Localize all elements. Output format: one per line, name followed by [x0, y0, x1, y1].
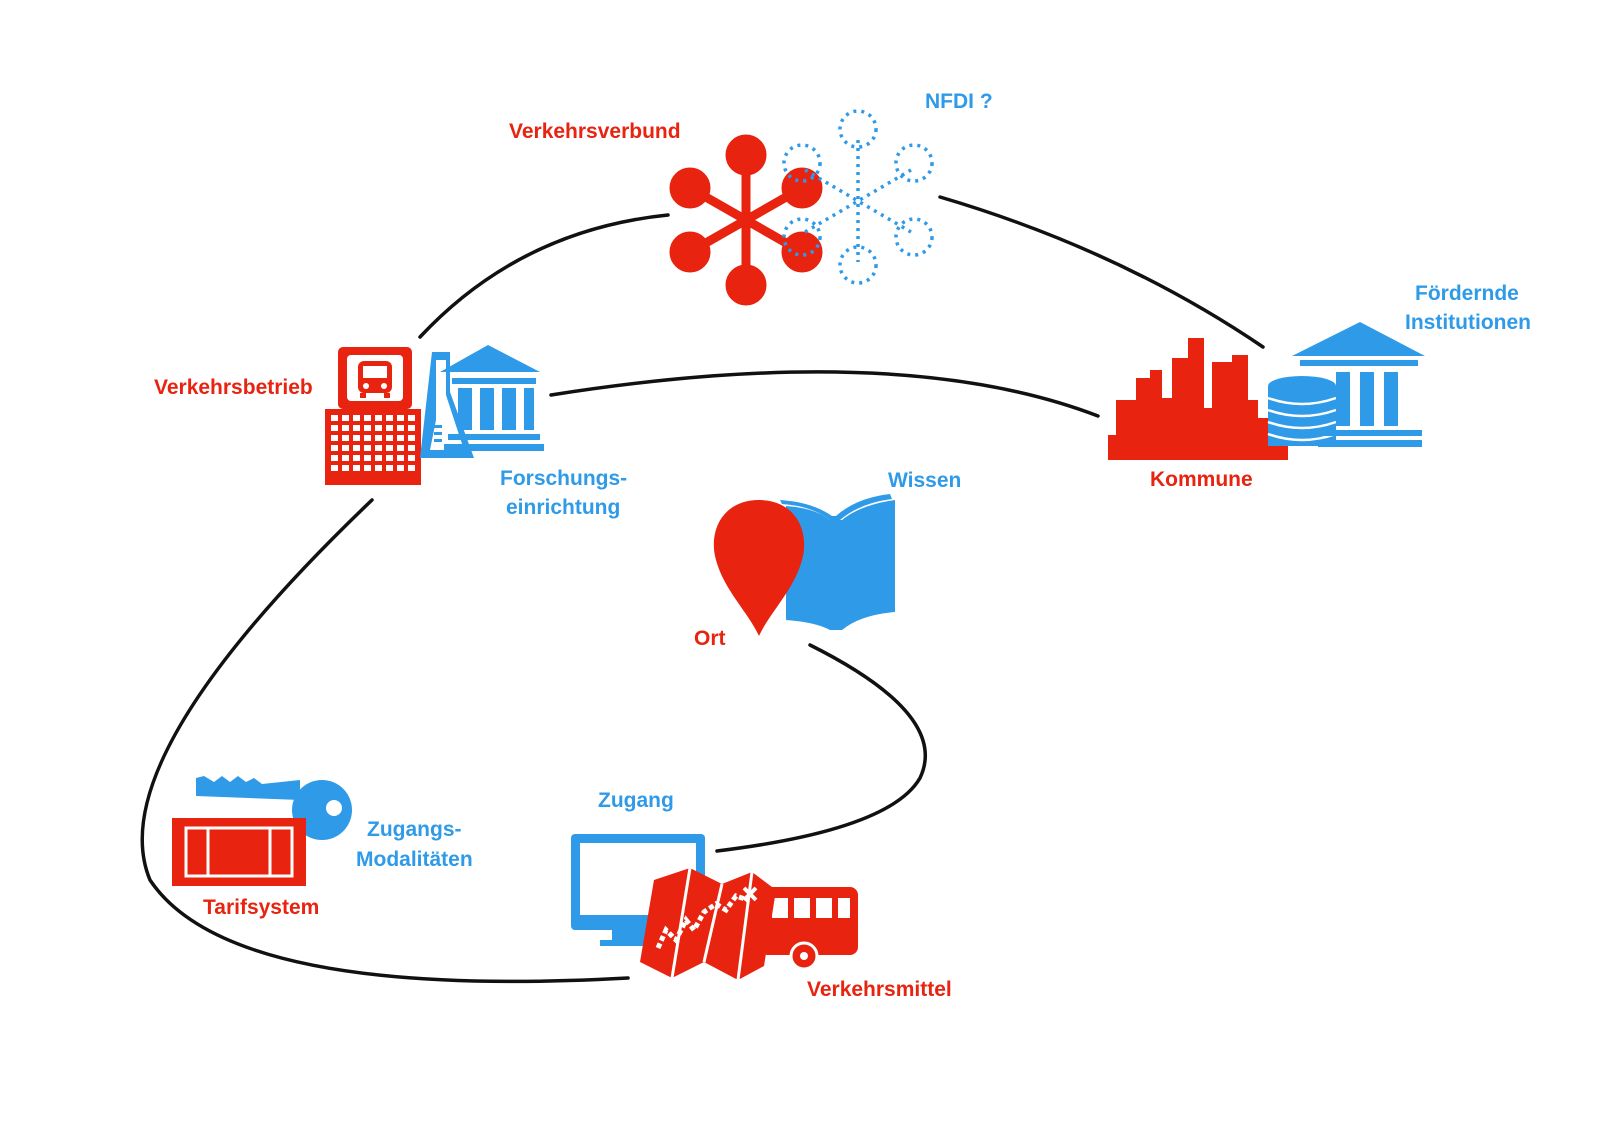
label-verkehrsverbund: Verkehrsverbund — [509, 120, 681, 143]
building-window — [364, 465, 371, 471]
line-verkehrsverbund-kommune — [938, 195, 1265, 349]
building-window — [353, 435, 360, 441]
building-window — [353, 455, 360, 461]
building-window — [386, 465, 393, 471]
ticket-icon — [172, 818, 306, 886]
building-window — [375, 455, 382, 461]
lab-flask-icon — [420, 352, 474, 458]
building-window — [331, 425, 338, 431]
building-window — [375, 435, 382, 441]
building-window — [386, 425, 393, 431]
building-window — [342, 435, 349, 441]
building-window — [375, 415, 382, 421]
building-window — [386, 445, 393, 451]
building-window — [375, 425, 382, 431]
building-window — [397, 465, 404, 471]
line-forschung-kommune — [549, 370, 1100, 418]
label-ort: Ort — [694, 627, 726, 650]
building-window — [408, 455, 415, 461]
building-window — [353, 425, 360, 431]
building-window — [331, 455, 338, 461]
label-forschung-line1: Forschungs- — [500, 467, 627, 490]
label-tarifsystem: Tarifsystem — [203, 896, 319, 919]
connector-lines — [140, 195, 1265, 984]
funding-institution-icon — [1292, 322, 1425, 447]
building-window — [408, 445, 415, 451]
label-nfdi: NFDI ? — [925, 90, 993, 113]
building-window — [386, 435, 393, 441]
building-window — [397, 415, 404, 421]
office-building-icon — [325, 409, 421, 485]
building-windows — [331, 415, 415, 471]
building-window — [342, 445, 349, 451]
label-verkehrsmittel: Verkehrsmittel — [807, 978, 952, 1001]
building-window — [342, 455, 349, 461]
label-foerdernde-line1: Fördernde — [1415, 282, 1519, 305]
building-window — [342, 425, 349, 431]
building-window — [408, 415, 415, 421]
building-window — [386, 455, 393, 461]
building-window — [375, 465, 382, 471]
label-zugangs-line2: Modalitäten — [356, 848, 473, 871]
label-kommune: Kommune — [1150, 468, 1253, 491]
label-forschung-line2: einrichtung — [506, 496, 620, 519]
building-window — [364, 445, 371, 451]
building-window — [353, 445, 360, 451]
building-window — [364, 425, 371, 431]
building-window — [331, 465, 338, 471]
building-window — [386, 415, 393, 421]
dotted-network-icon — [782, 109, 934, 285]
label-verkehrsbetrieb: Verkehrsbetrieb — [154, 376, 313, 399]
line-verkehrsbetrieb-verkehrsmittel — [140, 498, 630, 984]
city-skyline-icon — [1108, 338, 1288, 460]
label-zugangs-line1: Zugangs- — [367, 818, 462, 841]
building-window — [397, 425, 404, 431]
building-window — [364, 455, 371, 461]
building-window — [331, 435, 338, 441]
line-ort-zugang — [715, 643, 927, 853]
location-pin-icon — [713, 500, 805, 636]
label-zugang: Zugang — [598, 789, 674, 812]
building-window — [397, 455, 404, 461]
bus-station-icon — [338, 347, 412, 409]
building-window — [397, 445, 404, 451]
building-window — [408, 465, 415, 471]
book-icon — [780, 494, 895, 630]
building-window — [342, 465, 349, 471]
building-window — [364, 415, 371, 421]
key-icon — [196, 776, 352, 840]
building-window — [408, 435, 415, 441]
labels: Verkehrsverbund NFDI ? Verkehrsbetrieb F… — [154, 90, 1531, 1001]
hub-network-icon — [669, 134, 823, 306]
building-window — [331, 445, 338, 451]
building-window — [342, 415, 349, 421]
building-window — [353, 415, 360, 421]
line-verkehrsbetrieb-verkehrsverbund — [418, 213, 670, 339]
building-window — [364, 435, 371, 441]
map-icon — [640, 867, 776, 981]
label-foerdernde-line2: Institutionen — [1405, 311, 1531, 334]
building-window — [397, 435, 404, 441]
building-window — [331, 415, 338, 421]
bus-icon — [760, 887, 858, 971]
building-window — [408, 425, 415, 431]
research-institution-icon — [440, 345, 544, 451]
building-window — [375, 445, 382, 451]
label-wissen: Wissen — [888, 469, 961, 492]
building-window — [353, 465, 360, 471]
